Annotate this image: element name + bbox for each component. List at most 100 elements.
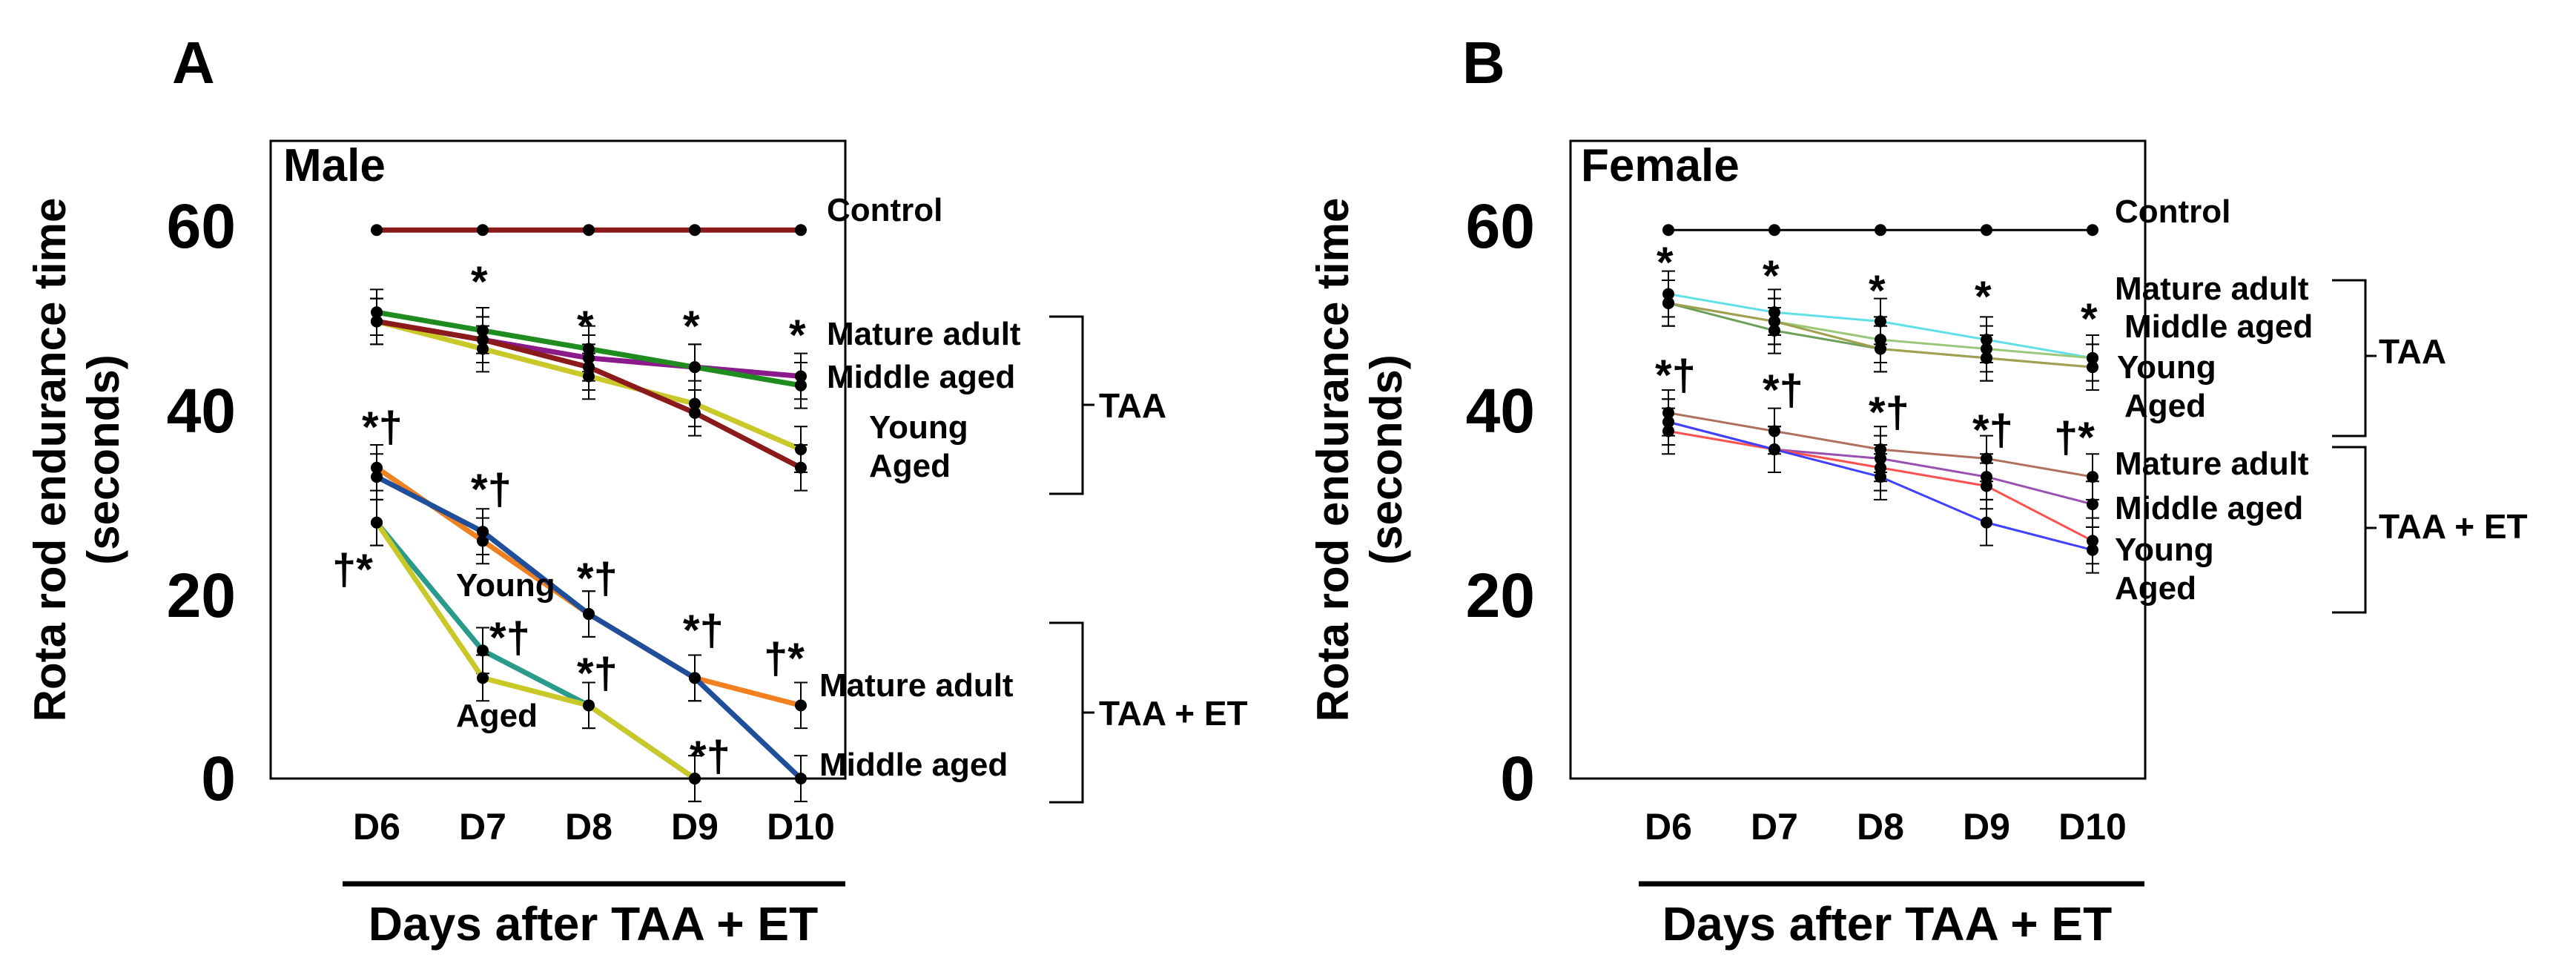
panel-a-point-control-d6: [371, 224, 383, 237]
panel-a-ytick-20: 20: [167, 561, 236, 630]
panel-b-point-taa-aged-d8: [1875, 343, 1886, 355]
panel-b-label-taa-middle: Middle aged: [2124, 308, 2313, 345]
panel-b-label-et-middle: Middle aged: [2115, 490, 2303, 526]
panel-b-point-taa-et-aged-d8: [1875, 471, 1886, 483]
panel-a-taa-bracket: [1049, 315, 1094, 495]
panel-a-sig-d9-et-young: *†: [690, 733, 730, 781]
panel-b-label-taa-young: Young: [2117, 349, 2216, 386]
panel-b-point-control-d7: [1768, 224, 1780, 237]
panel-b-ytick-60: 60: [1466, 191, 1535, 261]
panel-a-point-taa-et-aged-d9: [689, 773, 701, 784]
panel-b-sig-d6-et: *†: [1655, 351, 1696, 400]
panel-a-point-control-d7: [477, 224, 489, 237]
panel-a-sig-d10-taa: *: [789, 311, 806, 360]
panel-a-label-aged-inline: Aged: [456, 698, 538, 734]
panel-a-point-taa-et-middle-aged-d8: [583, 608, 595, 621]
panel-b-sig-d10-et: †*: [2054, 414, 2095, 462]
panel-b-annotations: Control Mature adult Middle aged Young A…: [1655, 194, 2528, 614]
panel-b-sig-d6-taa: *: [1657, 239, 1674, 287]
panel-a-letter: A: [172, 30, 215, 96]
panel-b-sig-d10-taa: *: [2081, 295, 2098, 343]
panel-a-ytick-40: 40: [167, 376, 236, 446]
panel-b-letter: B: [1462, 30, 1505, 96]
panel-a-ylabel-line2: (seconds): [79, 354, 128, 564]
panel-a-label-control: Control: [827, 192, 942, 228]
panel-a-xtick-d6: D6: [353, 806, 400, 848]
panel-a-label-taa-aged: Aged: [869, 448, 951, 484]
panel-b-xtick-d6: D6: [1645, 806, 1692, 848]
panel-b-ylabel-line1: Rota rod endurance time: [1308, 198, 1358, 722]
panel-b-point-control-d8: [1875, 224, 1886, 237]
panel-b-ylabel: Rota rod endurance time (seconds): [1308, 198, 1411, 722]
panel-b-series: [1662, 224, 2099, 574]
panel-a-point-taa-aged-d6: [371, 315, 383, 328]
panel-a-point-control-d9: [689, 224, 701, 237]
panel-b-label-et-mature: Mature adult: [2115, 446, 2309, 482]
panel-a-sig-d7-et-young: *†: [489, 614, 530, 662]
panel-a-ytick-60: 60: [167, 191, 236, 261]
panel-b-sig-d9-taa: *: [1975, 273, 1992, 321]
panel-a: A Male Rota rod endurance time (seconds)…: [25, 30, 1248, 951]
panel-a-point-control-d8: [583, 224, 595, 237]
panel-a-group-et: TAA + ET: [1099, 694, 1248, 733]
panel-a-label-taa-young: Young: [869, 409, 968, 446]
panel-b-ytick-0: 0: [1500, 744, 1535, 813]
panel-b-point-taa-et-mature-adult-d10: [2087, 471, 2098, 483]
panel-a-sig-d6-et: *†: [362, 403, 403, 452]
panel-a-point-taa-et-middle-aged-d10: [795, 773, 807, 784]
panel-a-point-taa-et-middle-aged-d9: [689, 672, 701, 684]
panel-a-group-taa: TAA: [1099, 386, 1166, 425]
panel-b-point-taa-et-middle-aged-d10: [2087, 498, 2098, 511]
panel-a-sig-d7-et: *†: [471, 466, 512, 514]
panel-a-sig-d6-et-young: †*: [332, 546, 373, 594]
panel-b-point-taa-et-aged-d9: [1981, 516, 1992, 529]
panel-b-xtick-d7: D7: [1751, 806, 1798, 848]
panel-a-label-taa-middle: Middle aged: [827, 359, 1015, 395]
panel-a-xtick-d8: D8: [565, 806, 612, 848]
panel-b-label-et-aged: Aged: [2115, 570, 2196, 607]
panel-a-title: Male: [283, 140, 386, 191]
panel-b-point-control-d10: [2087, 224, 2098, 237]
panel-b-taa-bracket: [2332, 279, 2377, 437]
panel-a-sig-d7-taa: *: [471, 258, 488, 306]
panel-a-point-taa-et-young-d7: [477, 644, 489, 657]
panel-b-sig-d8-et: *†: [1869, 389, 1909, 437]
panel-b-sig-d7-taa: *: [1763, 252, 1780, 300]
panel-a-sig-d8-taa: *: [577, 303, 594, 351]
panel-a-point-taa-et-middle-aged-d6: [371, 471, 383, 483]
panel-b-point-taa-aged-d9: [1981, 351, 1992, 364]
panel-b-title: Female: [1581, 140, 1740, 191]
panel-a-annotations: Control Mature adult Middle aged Young A…: [332, 192, 1248, 804]
panel-b-label-control: Control: [2115, 194, 2230, 230]
panel-a-line-taa-et-aged: [374, 521, 696, 781]
panel-b-point-taa-et-aged-d10: [2087, 543, 2098, 556]
panel-b-ylabel-line2: (seconds): [1361, 354, 1411, 564]
panel-b-xlabel: Days after TAA + ET: [1662, 897, 2112, 951]
panel-a-sig-d8-et-young: *†: [577, 650, 618, 698]
panel-a-ytick-0: 0: [201, 744, 236, 813]
panel-b-label-et-young: Young: [2115, 532, 2214, 568]
panel-a-series: [370, 224, 808, 802]
panel-b-point-taa-aged-d10: [2087, 361, 2098, 374]
panel-a-plot-frame: [269, 139, 847, 780]
panel-b-yticks: 0 20 40 60: [1466, 191, 1535, 813]
panel-b-xtick-d10: D10: [2058, 806, 2127, 848]
panel-a-label-et-mature: Mature adult: [819, 667, 1014, 704]
panel-a-point-taa-et-mature-adult-d10: [795, 699, 807, 712]
panel-a-point-taa-aged-d9: [689, 406, 701, 419]
panel-a-point-taa-et-aged-d8: [583, 699, 595, 712]
panel-a-et-bracket: [1049, 621, 1094, 804]
panel-b-ytick-20: 20: [1466, 561, 1535, 630]
panel-b-point-taa-aged-d6: [1662, 297, 1674, 309]
panel-b-sig-d8-taa: *: [1869, 267, 1886, 315]
panel-a-yticks: 0 20 40 60: [167, 191, 236, 813]
panel-b-xticks: D6 D7 D8 D9 D10: [1645, 806, 2127, 848]
panel-a-point-taa-et-aged-d6: [371, 516, 383, 529]
panel-a-ylabel: Rota rod endurance time (seconds): [25, 198, 128, 722]
panel-b: B Female Rota rod endurance time (second…: [1308, 30, 2528, 951]
panel-b-point-taa-et-young-d9: [1981, 480, 1992, 492]
panel-a-point-taa-aged-d10: [795, 461, 807, 474]
panel-a-point-taa-middle-aged-d9: [689, 361, 701, 374]
panel-b-point-taa-et-aged-d7: [1768, 443, 1780, 456]
